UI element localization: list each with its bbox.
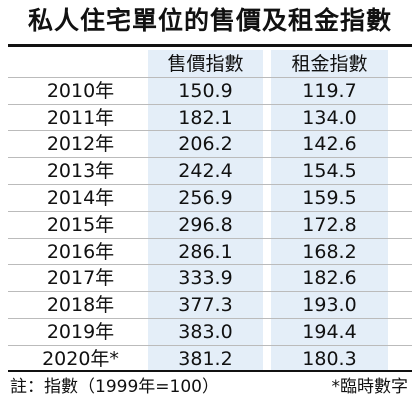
row-separator (8, 264, 412, 266)
cell-value: 142.6 (302, 133, 357, 156)
row-label: 2013年 (46, 160, 115, 183)
cell-value: 193.0 (302, 294, 357, 317)
cell-value: 256.9 (178, 187, 233, 209)
footer-asterisk: *臨時數字 (331, 377, 409, 397)
cell-value: 172.8 (302, 213, 357, 236)
row-label: 2017年 (46, 267, 115, 290)
cell-value: 296.8 (178, 213, 233, 236)
cell-value: 383.0 (178, 321, 233, 343)
row-separator (8, 291, 412, 293)
row-label: 2012年 (46, 133, 115, 156)
cell-value: 150.9 (178, 79, 233, 102)
cell-value: 242.4 (178, 160, 233, 183)
column-shade (148, 50, 263, 370)
cell-value: 180.3 (302, 347, 357, 370)
row-separator (8, 76, 412, 78)
row-label: 2011年 (46, 106, 115, 129)
row-separator (8, 237, 412, 239)
row-separator (8, 344, 412, 346)
cell-value: 286.1 (178, 240, 233, 263)
row-label: 2019年 (46, 321, 115, 343)
cell-value: 206.2 (178, 133, 233, 156)
row-separator (8, 157, 412, 159)
cell-value: 134.0 (302, 106, 357, 129)
row-separator (8, 210, 412, 212)
cell-value: 182.1 (178, 106, 233, 129)
cell-value: 168.2 (302, 240, 357, 263)
column-shade (271, 50, 388, 370)
cell-value: 159.5 (302, 187, 357, 209)
row-label: 2015年 (46, 213, 115, 236)
row-separator (8, 318, 412, 319)
row-label: 2018年 (46, 294, 115, 317)
row-separator (8, 103, 412, 105)
row-label: 2014年 (46, 187, 115, 209)
footer-rule (8, 370, 412, 372)
title-rule (8, 44, 412, 47)
cell-value: 381.2 (178, 347, 233, 370)
row-separator (8, 184, 412, 185)
cell-value: 194.4 (302, 321, 357, 343)
column-header: 售價指數 (167, 53, 244, 75)
cell-value: 119.7 (302, 79, 357, 102)
column-header: 租金指數 (291, 53, 368, 75)
title: 私人住宅單位的售價及租金指數 (27, 6, 392, 35)
footer-note: 註：指數（1999年=100） (10, 377, 219, 397)
row-separator (8, 130, 412, 132)
cell-value: 377.3 (178, 294, 233, 317)
row-label: 2016年 (46, 240, 115, 263)
row-label: 2020年* (42, 347, 119, 370)
cell-value: 154.5 (302, 160, 357, 183)
row-label: 2010年 (46, 79, 115, 102)
cell-value: 333.9 (178, 267, 233, 290)
cell-value: 182.6 (302, 267, 357, 290)
